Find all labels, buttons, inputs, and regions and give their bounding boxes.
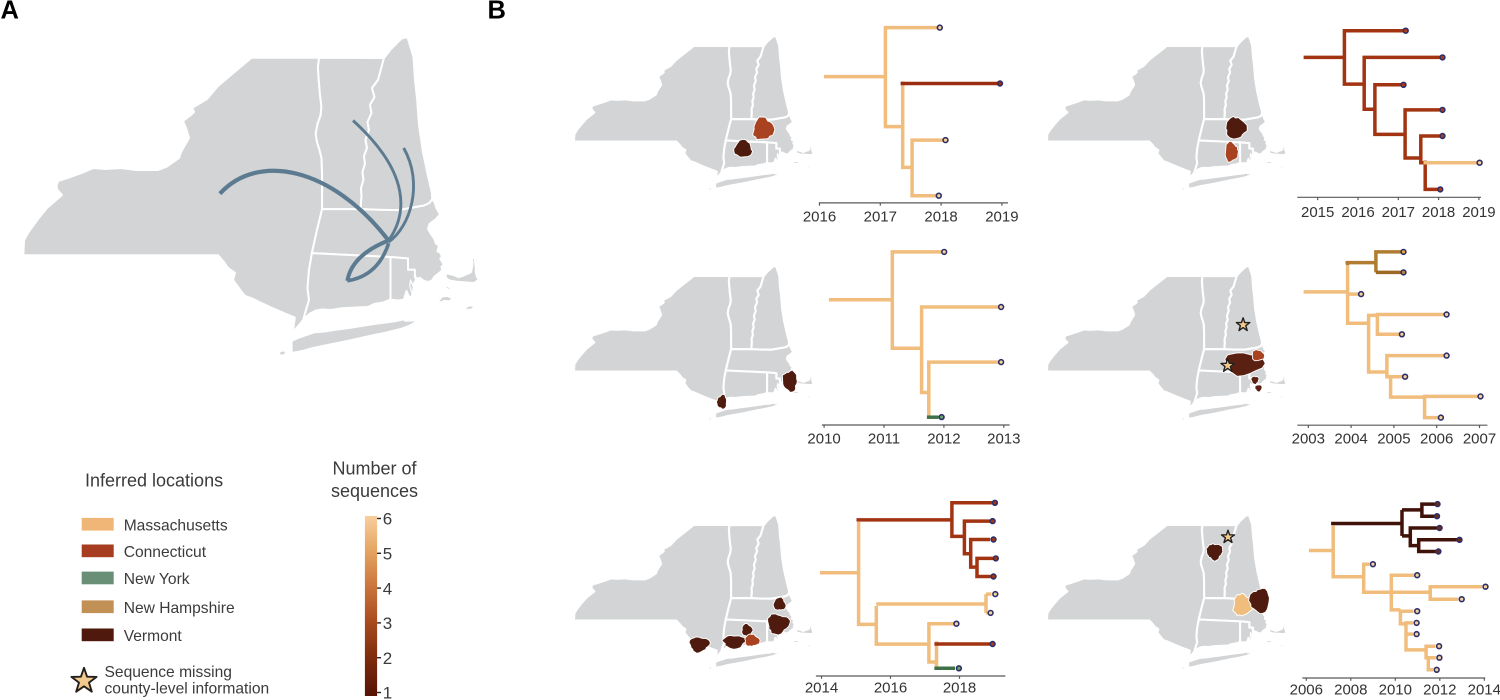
svg-text:2014: 2014 [805,680,838,697]
svg-text:Vermont: Vermont [124,628,183,645]
svg-text:2017: 2017 [864,209,897,226]
svg-text:2018: 2018 [943,680,976,697]
svg-text:2015: 2015 [1301,204,1334,221]
svg-text:3: 3 [383,614,392,633]
svg-text:2003: 2003 [1292,431,1325,448]
svg-text:New York: New York [124,571,190,588]
svg-text:2004: 2004 [1334,431,1367,448]
svg-text:Inferred locations: Inferred locations [85,471,223,491]
svg-text:2007: 2007 [1463,431,1496,448]
svg-text:6: 6 [383,510,392,529]
svg-text:Massachusetts: Massachusetts [124,518,228,535]
svg-text:Connecticut: Connecticut [124,544,207,561]
svg-text:5: 5 [383,545,392,564]
svg-text:2008: 2008 [1334,682,1367,699]
svg-text:2: 2 [383,649,392,668]
svg-text:2011: 2011 [868,431,900,448]
svg-text:2010: 2010 [807,431,840,448]
svg-text:New Hampshire: New Hampshire [124,600,235,617]
svg-text:2018: 2018 [1422,204,1455,221]
svg-text:2017: 2017 [1382,204,1415,221]
svg-text:2019: 2019 [985,209,1018,226]
svg-text:county-level information: county-level information [105,681,270,698]
svg-text:2016: 2016 [803,209,836,226]
svg-text:2014: 2014 [1468,682,1500,699]
svg-text:2013: 2013 [987,431,1020,448]
svg-text:2005: 2005 [1377,431,1410,448]
svg-text:2010: 2010 [1379,682,1412,699]
svg-text:Number of: Number of [332,459,417,479]
svg-text:1: 1 [383,684,392,700]
svg-text:2012: 2012 [1423,682,1456,699]
svg-text:2019: 2019 [1462,204,1495,221]
svg-text:Sequence missing: Sequence missing [105,664,232,681]
svg-text:2006: 2006 [1420,431,1453,448]
svg-text:B: B [488,0,506,25]
svg-text:sequences: sequences [331,481,418,501]
svg-text:2016: 2016 [1341,204,1374,221]
svg-text:2006: 2006 [1290,682,1323,699]
svg-text:2012: 2012 [927,431,960,448]
svg-text:2016: 2016 [874,680,907,697]
svg-text:A: A [1,0,19,25]
svg-text:2018: 2018 [924,209,957,226]
svg-text:4: 4 [383,579,392,598]
